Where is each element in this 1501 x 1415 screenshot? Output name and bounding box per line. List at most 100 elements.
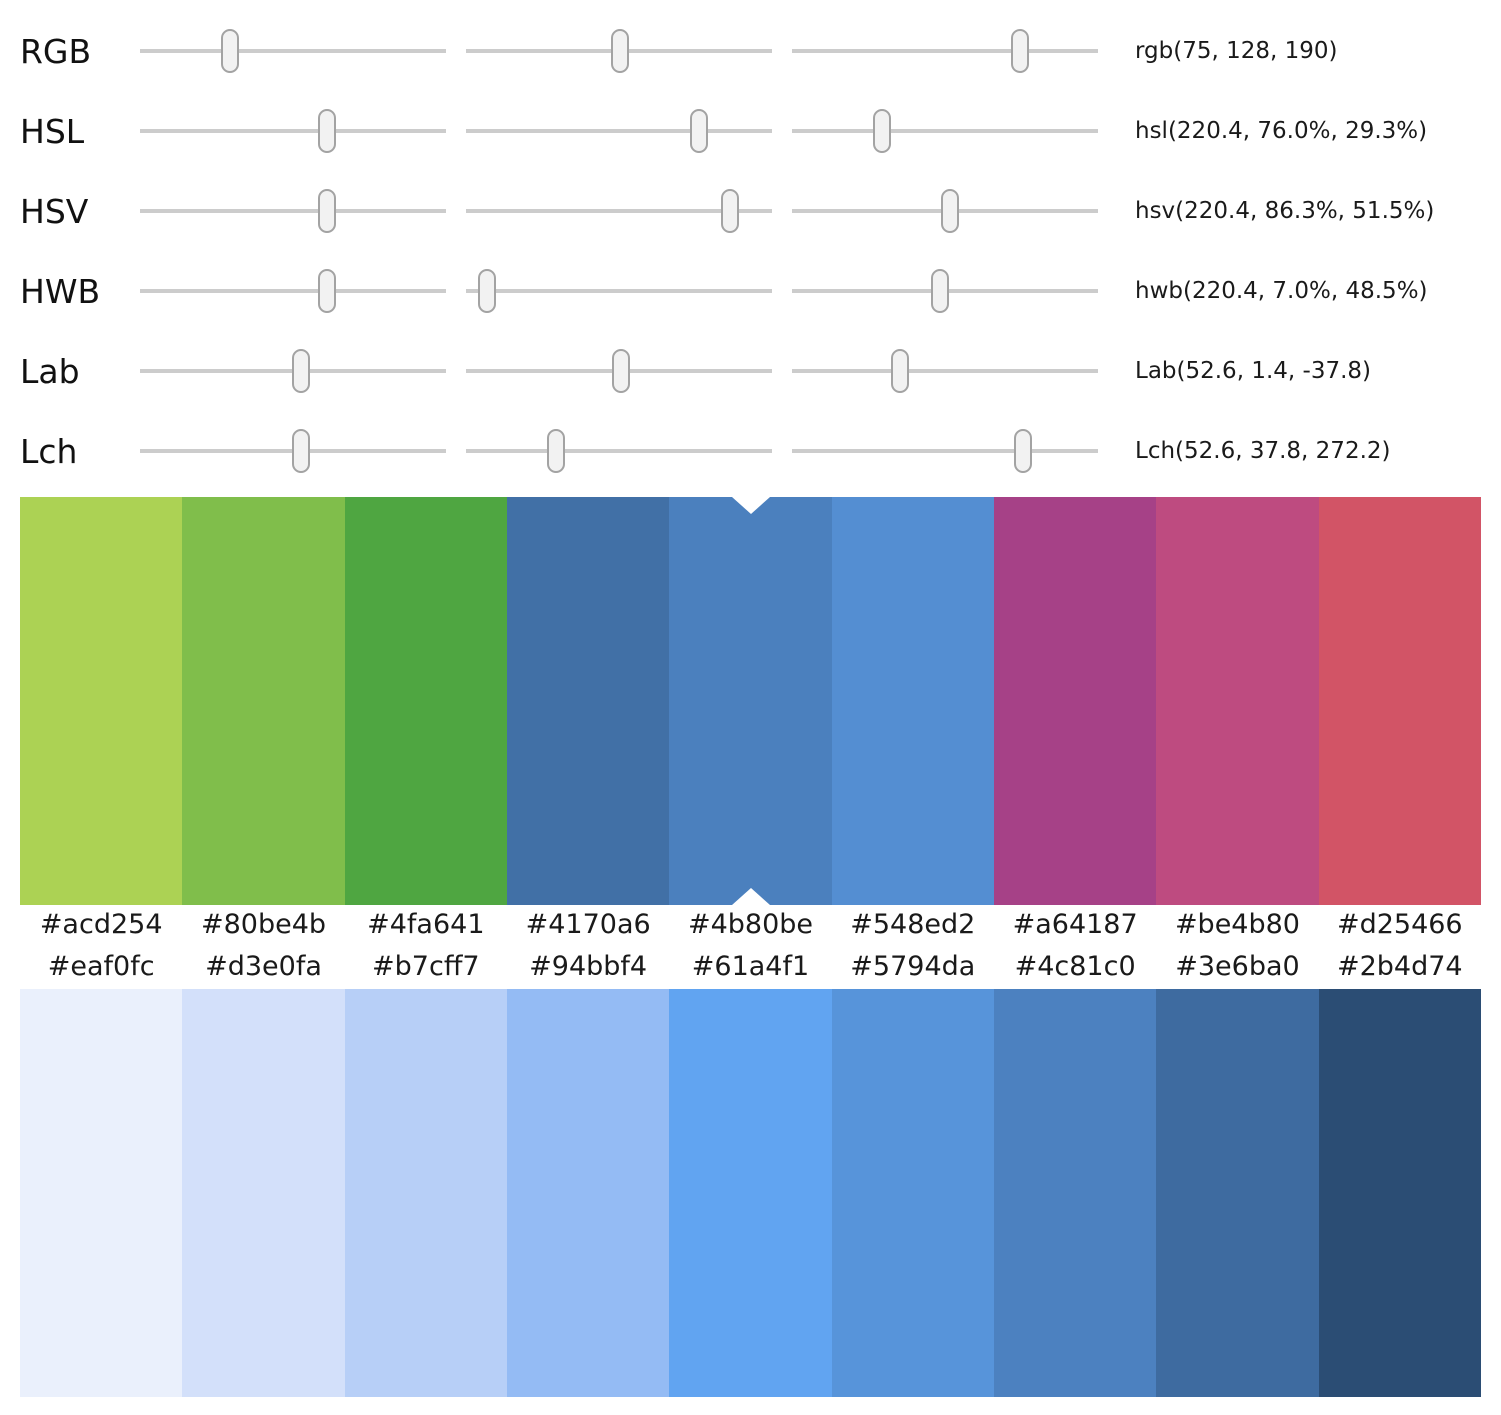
harmony-swatch-7[interactable] — [1156, 497, 1319, 905]
hsl-thumb-h[interactable] — [318, 109, 337, 153]
lch-rail-c — [466, 449, 772, 453]
shade-swatch-5[interactable] — [831, 989, 994, 1397]
lab-thumb-a[interactable] — [612, 349, 631, 393]
rgb-track-g[interactable] — [466, 23, 772, 79]
rgb-thumb-g[interactable] — [610, 29, 629, 73]
slider-row-lab: Lab Lab(52.6, 1.4, -37.8) — [0, 331, 1501, 411]
hsv-thumb-h[interactable] — [318, 189, 337, 233]
rgb-thumb-r[interactable] — [220, 29, 239, 73]
harmony-swatch-0[interactable] — [20, 497, 183, 905]
harmony-hex-6: #a64187 — [1012, 908, 1138, 940]
hwb-thumb-w[interactable] — [478, 269, 497, 313]
hsl-label: HSL — [20, 111, 85, 151]
rgb-value: rgb(75, 128, 190) — [1135, 38, 1338, 64]
harmony-hex-3: #4170a6 — [525, 908, 651, 940]
hsv-thumb-v[interactable] — [940, 189, 959, 233]
hwb-rail-h — [140, 289, 446, 293]
shade-hex-6: #4c81c0 — [1014, 950, 1136, 982]
lch-rail-h — [792, 449, 1098, 453]
hsl-track-s[interactable] — [466, 103, 772, 159]
slider-row-hsl: HSL hsl(220.4, 76.0%, 29.3%) — [0, 91, 1501, 171]
shade-hex-0: #eaf0fc — [47, 950, 155, 982]
harmony-palette — [20, 497, 1481, 905]
rgb-track-r[interactable] — [140, 23, 446, 79]
shade-hex-3: #94bbf4 — [529, 950, 648, 982]
shade-swatch-6[interactable] — [993, 989, 1157, 1397]
hwb-thumb-b[interactable] — [931, 269, 950, 313]
hwb-rail-w — [466, 289, 772, 293]
hsl-thumb-s[interactable] — [689, 109, 708, 153]
harmony-swatch-2[interactable] — [344, 497, 507, 905]
lab-thumb-b[interactable] — [891, 349, 910, 393]
hsl-track-h[interactable] — [140, 103, 446, 159]
hwb-track-h[interactable] — [140, 263, 446, 319]
hsv-track-v[interactable] — [792, 183, 1098, 239]
lab-thumb-l[interactable] — [291, 349, 310, 393]
hsv-track-h[interactable] — [140, 183, 446, 239]
hsl-thumb-l[interactable] — [872, 109, 891, 153]
lab-label: Lab — [20, 351, 80, 391]
rgb-thumb-b[interactable] — [1010, 29, 1029, 73]
shade-swatch-1[interactable] — [182, 989, 345, 1397]
lch-track-l[interactable] — [140, 423, 446, 479]
shade-swatch-2[interactable] — [344, 989, 507, 1397]
harmony-hex-8: #d25466 — [1336, 908, 1463, 940]
shade-swatch-8[interactable] — [1318, 989, 1481, 1397]
hsv-label: HSV — [20, 191, 89, 231]
hwb-track-b[interactable] — [792, 263, 1098, 319]
harmony-hex-0: #acd254 — [39, 908, 163, 940]
lch-thumb-h[interactable] — [1014, 429, 1033, 473]
lab-track-a[interactable] — [466, 343, 772, 399]
harmony-swatch-5[interactable] — [831, 497, 994, 905]
rgb-track-b[interactable] — [792, 23, 1098, 79]
harmony-swatch-4-selected[interactable] — [669, 497, 832, 905]
hsv-track-s[interactable] — [466, 183, 772, 239]
shade-swatch-4[interactable] — [669, 989, 832, 1397]
hwb-thumb-h[interactable] — [318, 269, 337, 313]
hwb-track-w[interactable] — [466, 263, 772, 319]
shade-hex-5: #5794da — [850, 950, 976, 982]
shade-hex-4: #61a4f1 — [691, 950, 810, 982]
lch-value: Lch(52.6, 37.8, 272.2) — [1135, 438, 1391, 464]
rgb-rail-b — [792, 49, 1098, 53]
harmony-hex-labels: #acd254 #80be4b #4fa641 #4170a6 #4b80be … — [20, 905, 1481, 943]
hsl-rail-l — [792, 129, 1098, 133]
lab-track-b[interactable] — [792, 343, 1098, 399]
shade-swatch-0[interactable] — [20, 989, 183, 1397]
lab-value: Lab(52.6, 1.4, -37.8) — [1135, 358, 1371, 384]
lab-track-l[interactable] — [140, 343, 446, 399]
hsl-track-l[interactable] — [792, 103, 1098, 159]
lch-thumb-c[interactable] — [547, 429, 566, 473]
shade-hex-7: #3e6ba0 — [1175, 950, 1300, 982]
harmony-hex-5: #548ed2 — [850, 908, 976, 940]
slider-row-hsv: HSV hsv(220.4, 86.3%, 51.5%) — [0, 171, 1501, 251]
lch-track-c[interactable] — [466, 423, 772, 479]
hsv-value: hsv(220.4, 86.3%, 51.5%) — [1135, 198, 1435, 224]
harmony-swatch-1[interactable] — [182, 497, 345, 905]
harmony-swatch-6[interactable] — [993, 497, 1157, 905]
shade-swatch-3[interactable] — [506, 989, 670, 1397]
harmony-hex-4: #4b80be — [687, 908, 813, 940]
slider-row-rgb: RGB rgb(75, 128, 190) — [0, 11, 1501, 91]
hsl-rail-s — [466, 129, 772, 133]
slider-panel: RGB rgb(75, 128, 190) HSL hsl(220.4, — [0, 0, 1501, 491]
harmony-swatch-3[interactable] — [506, 497, 670, 905]
shade-hex-2: #b7cff7 — [372, 950, 480, 982]
selected-color-notch-bottom-icon — [731, 888, 770, 905]
lch-track-h[interactable] — [792, 423, 1098, 479]
harmony-hex-2: #4fa641 — [367, 908, 485, 940]
hsl-rail-h — [140, 129, 446, 133]
hsv-rail-h — [140, 209, 446, 213]
shade-hex-labels: #eaf0fc #d3e0fa #b7cff7 #94bbf4 #61a4f1 … — [20, 947, 1481, 985]
shade-hex-1: #d3e0fa — [205, 950, 322, 982]
hsv-thumb-s[interactable] — [721, 189, 740, 233]
selected-color-notch-top-icon — [731, 497, 770, 514]
hwb-label: HWB — [20, 271, 101, 311]
rgb-label: RGB — [20, 31, 92, 71]
shade-swatch-7[interactable] — [1156, 989, 1319, 1397]
harmony-hex-1: #80be4b — [200, 908, 327, 940]
slider-row-lch: Lch Lch(52.6, 37.8, 272.2) — [0, 411, 1501, 491]
harmony-swatch-8[interactable] — [1318, 497, 1481, 905]
hsv-rail-s — [466, 209, 772, 213]
lch-thumb-l[interactable] — [291, 429, 310, 473]
